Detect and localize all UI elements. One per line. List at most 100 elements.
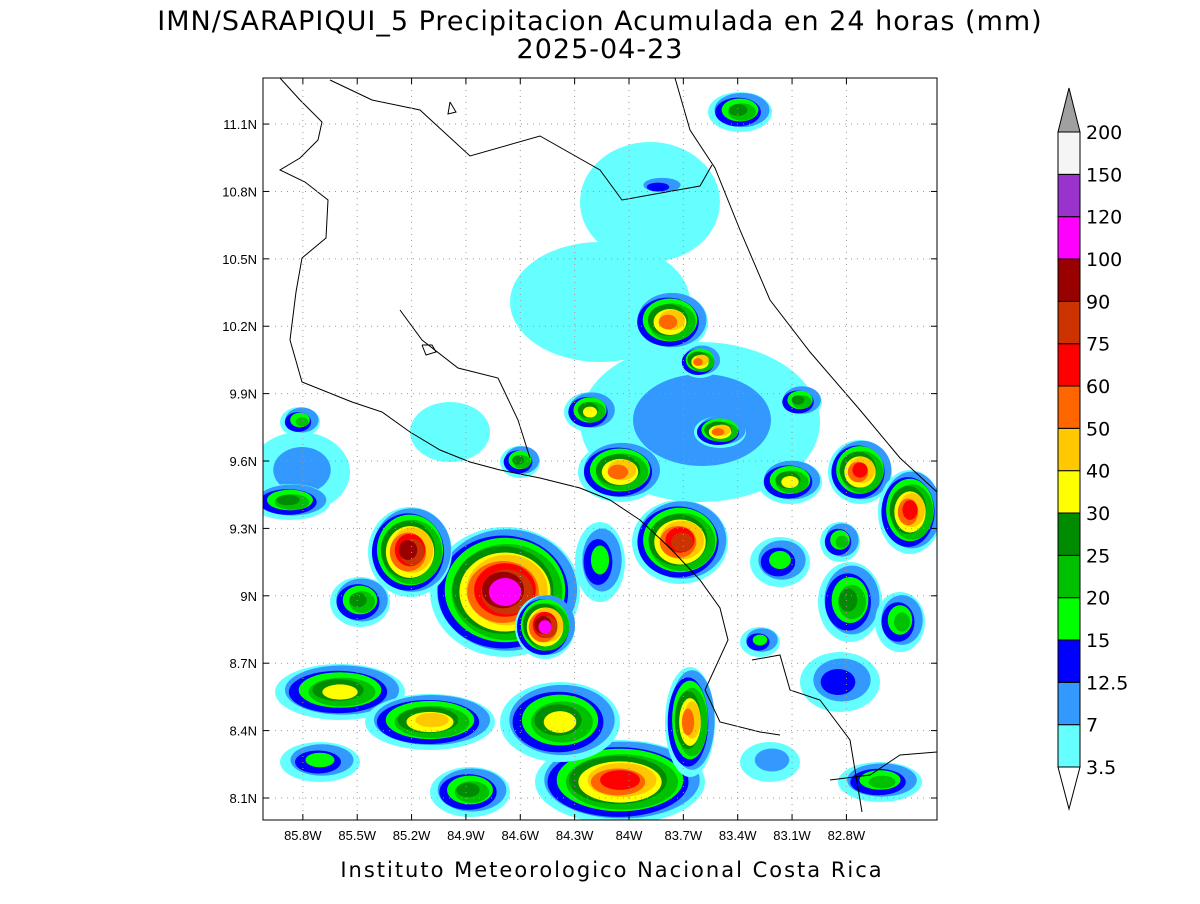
precip-contour: [607, 464, 629, 480]
precip-contour: [582, 406, 598, 418]
colorbar-label: 200: [1086, 122, 1122, 144]
colorbar-label: 60: [1086, 376, 1110, 398]
precip-contour: [646, 182, 670, 192]
colorbar-segment: [1057, 427, 1081, 472]
y-tick-label: 10.2N: [222, 319, 257, 334]
precip-contour: [276, 494, 300, 506]
x-tick-label: 84.3W: [556, 828, 594, 843]
colorbar-segment: [1057, 385, 1081, 429]
precip-contour: [273, 447, 331, 493]
y-tick-label: 9.6N: [230, 454, 257, 469]
colorbar-segment: [1057, 470, 1081, 514]
precip-contour: [543, 711, 577, 733]
precip-contour: [838, 588, 858, 612]
precip-contour: [512, 455, 524, 465]
colorbar-segment: [1057, 554, 1081, 599]
y-tick-label: 8.4N: [230, 724, 257, 739]
precip-contour: [415, 712, 449, 728]
colorbar-segment: [1057, 512, 1081, 556]
precip-contour: [671, 532, 693, 552]
x-tick-label: 85.8W: [284, 828, 322, 843]
precip-contour: [658, 314, 678, 330]
colorbar-label: 100: [1086, 249, 1122, 271]
colorbar-extend-low: [1057, 766, 1081, 811]
x-tick-label: 83.1W: [773, 828, 811, 843]
precip-contour: [781, 476, 799, 488]
colorbar-segment: [1057, 300, 1081, 345]
x-tick-label: 84W: [616, 828, 643, 843]
colorbar-label: 12.5: [1086, 672, 1128, 694]
colorbar-segment: [1057, 639, 1081, 683]
colorbar-segment: [1057, 724, 1081, 768]
precip-contour: [711, 428, 725, 436]
nicaragua-border: [329, 79, 713, 201]
precip-contour: [538, 620, 552, 634]
title: IMN/SARAPIQUI_5 Precipitacion Acumulada …: [157, 6, 1042, 37]
colorbar-segment: [1057, 131, 1081, 175]
x-tick-label: 83.7W: [665, 828, 703, 843]
colorbar-label: 50: [1086, 418, 1110, 440]
colorbar-extend-high: [1057, 87, 1081, 133]
pacific-coast: [278, 78, 781, 736]
precip-contour: [791, 395, 805, 405]
precip-contour: [456, 782, 480, 798]
precip-contour: [580, 142, 720, 262]
map-frame: [262, 77, 938, 821]
panama-border: [751, 654, 863, 813]
precip-contour: [600, 770, 640, 790]
colorbar-segment: [1057, 258, 1081, 302]
precip-contour: [590, 545, 610, 575]
precip-contour: [633, 374, 771, 466]
precip-contour: [681, 708, 695, 736]
colorbar-label: 150: [1086, 164, 1122, 186]
panama-coast: [829, 751, 937, 781]
precip-contour: [835, 535, 849, 549]
colorbar-label: 75: [1086, 334, 1110, 356]
colorbar-segment: [1057, 343, 1081, 387]
precip-contour: [322, 684, 358, 700]
y-tick-label: 9N: [240, 589, 257, 604]
precip-contour: [820, 669, 856, 695]
colorbar-label: 20: [1086, 588, 1110, 610]
precip-contour: [410, 402, 490, 462]
y-tick-label: 8.1N: [230, 791, 257, 806]
precip-contour: [894, 612, 910, 632]
precip-contour: [349, 592, 367, 608]
island: [421, 344, 437, 356]
colorbar-segment: [1057, 216, 1081, 260]
axes: 11.1N 10.8N 10.5N 10.2N 9.9N 9.6N 9.3N 9N 8.7N 8.…: [222, 78, 937, 843]
colorbar-label: 25: [1086, 545, 1110, 567]
y-tick-label: 10.8N: [222, 184, 257, 199]
precip-contour: [488, 578, 522, 606]
y-tick-label: 11.1N: [223, 117, 257, 132]
x-tick-label: 84.9W: [447, 828, 485, 843]
colorbar-segment: [1057, 681, 1081, 726]
colorbar-label: 3.5: [1086, 757, 1116, 779]
x-tick-label: 85.2W: [393, 828, 431, 843]
colorbar-label: 7: [1086, 715, 1098, 737]
colorbar-segment: [1057, 173, 1081, 218]
x-tick-label: 85.5W: [338, 828, 376, 843]
y-tick-label: 9.9N: [230, 387, 257, 402]
precip-contour: [305, 752, 335, 768]
precip-contour: [902, 500, 918, 520]
colorbar-label: 90: [1086, 291, 1110, 313]
colorbar-label: 120: [1086, 207, 1122, 229]
precip-contour: [769, 550, 791, 570]
footer: Instituto Meteorologico Nacional Costa R…: [340, 858, 883, 882]
precip-contour: [852, 462, 868, 478]
colorbar-label: 40: [1086, 461, 1110, 483]
x-tick-label: 83.4W: [719, 828, 757, 843]
precip-contour: [868, 775, 896, 789]
x-tick-label: 84.6W: [501, 828, 539, 843]
caribbean-coast: [674, 78, 937, 493]
precip-contour: [295, 417, 309, 427]
date: 2025-04-23: [517, 34, 684, 65]
x-tick-label: 82.8W: [828, 828, 866, 843]
precip-contour: [752, 634, 768, 646]
precip-contour: [693, 358, 703, 366]
y-tick-label: 10.5N: [222, 252, 257, 267]
colorbar-label: 15: [1086, 630, 1110, 652]
precip-contour: [754, 748, 790, 772]
